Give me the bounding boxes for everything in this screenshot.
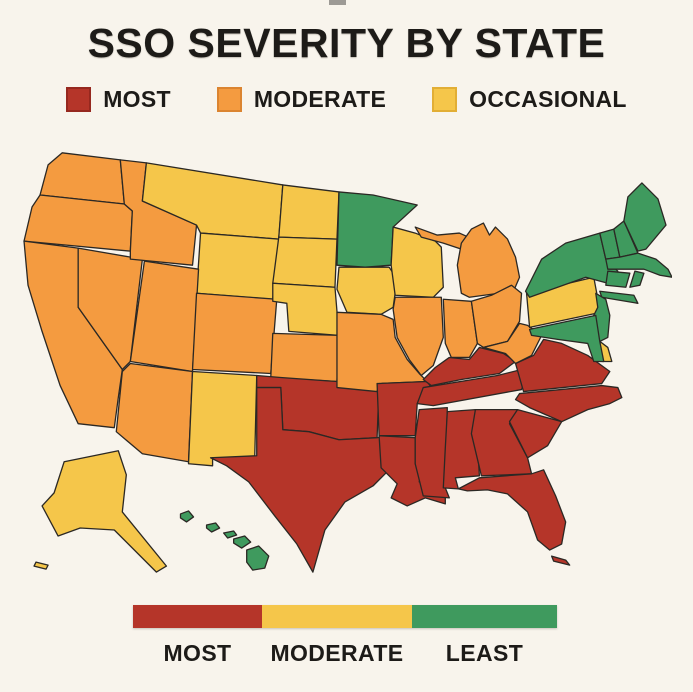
moderate-color-swatch — [216, 87, 242, 112]
most-color-swatch — [66, 87, 92, 112]
scale-label-least: LEAST — [445, 640, 524, 666]
us-map — [23, 152, 673, 573]
state-rhode-island — [629, 270, 645, 288]
state-maryland — [528, 314, 605, 363]
state-connecticut — [605, 270, 631, 288]
state-south-carolina — [508, 408, 563, 459]
state-ohio — [470, 284, 523, 349]
scale-segment-least — [412, 605, 557, 628]
top-legend: MOST MODERATE OCCASIONAL — [0, 86, 693, 113]
legend-label-occasional: OCCASIONAL — [469, 86, 627, 112]
state-colorado — [191, 292, 278, 375]
state-wyoming — [195, 232, 280, 300]
state-north-carolina — [514, 384, 623, 423]
us-map-container — [20, 146, 673, 594]
legend-item-occasional: OCCASIONAL — [432, 86, 627, 113]
state-maine — [623, 182, 667, 252]
state-alaska — [33, 561, 49, 570]
state-virginia — [514, 338, 611, 393]
state-south-dakota — [272, 236, 338, 288]
legend-label-moderate: MODERATE — [253, 86, 387, 112]
state-hawaii — [222, 530, 238, 539]
state-iowa — [336, 266, 398, 315]
legend-item-moderate: MODERATE — [216, 86, 387, 113]
top-edge-mark — [329, 0, 346, 5]
state-arizona — [115, 362, 194, 463]
state-texas — [209, 386, 392, 573]
page-title: SSO SEVERITY BY STATE — [87, 20, 606, 66]
state-hawaii — [205, 522, 221, 533]
legend-item-most: MOST — [66, 86, 171, 113]
state-hawaii — [246, 545, 270, 571]
state-north-dakota — [278, 184, 340, 240]
state-alaska — [41, 450, 168, 573]
state-nebraska — [272, 282, 340, 337]
state-missouri — [336, 311, 428, 393]
occasional-color-swatch — [432, 87, 458, 112]
state-new-mexico — [187, 370, 258, 467]
state-hawaii — [233, 535, 252, 549]
scale-label-most: MOST — [163, 640, 232, 666]
state-florida — [457, 469, 567, 551]
scale-label-moderate: MODERATE — [270, 640, 404, 666]
state-new-york — [599, 290, 639, 304]
state-massachusetts — [605, 252, 673, 278]
state-hawaii — [179, 510, 195, 523]
legend-label-most: MOST — [103, 86, 171, 112]
severity-scale-labels: MOST MODERATE LEAST — [133, 640, 557, 667]
state-florida — [550, 555, 571, 566]
state-kansas — [270, 332, 340, 383]
scale-segment-moderate — [262, 605, 412, 628]
scale-segment-most — [133, 605, 262, 628]
severity-scale-bar — [133, 605, 557, 628]
